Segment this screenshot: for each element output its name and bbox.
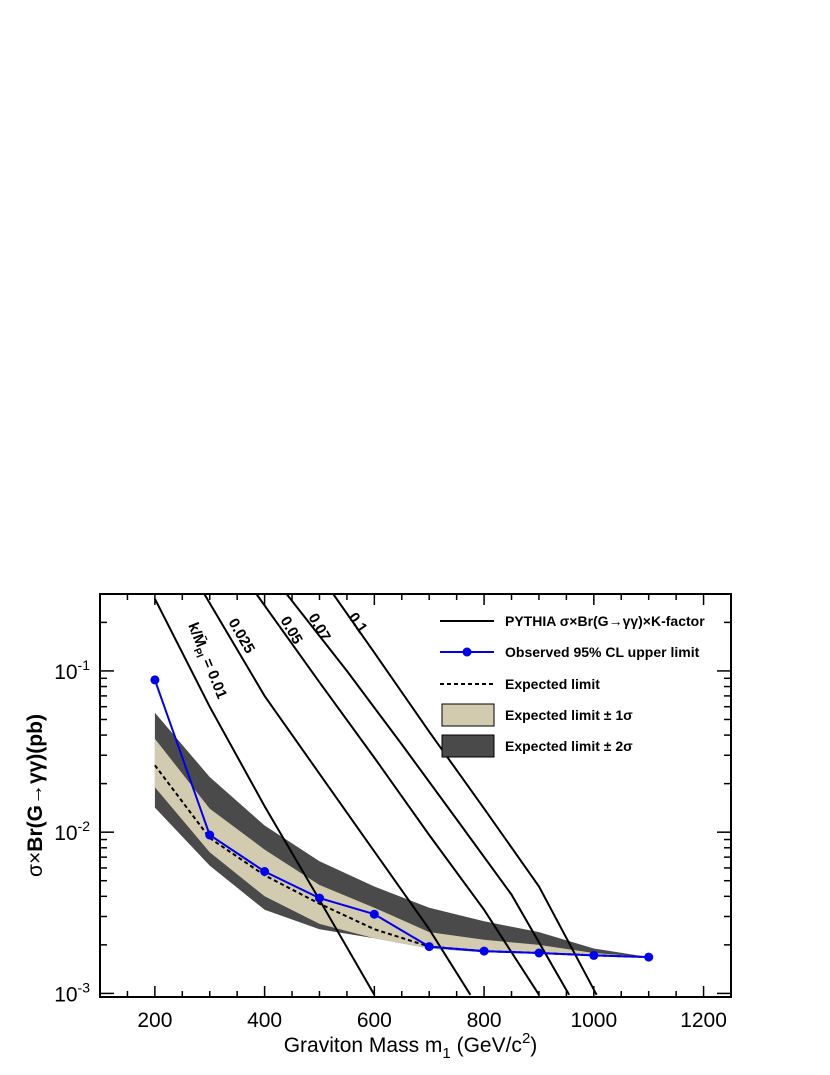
theory-curve-3 bbox=[285, 594, 570, 996]
plot-frame bbox=[99, 593, 732, 998]
x-tick-label: 800 bbox=[467, 1009, 502, 1032]
y-tick-label: 10-1 bbox=[54, 657, 90, 684]
theory-curve-2 bbox=[255, 594, 540, 996]
curve-label-4: 0.1 bbox=[345, 610, 371, 637]
observed-point bbox=[315, 893, 324, 903]
observed-point bbox=[479, 946, 489, 956]
limit-lines bbox=[150, 675, 654, 962]
legend-swatch-band1 bbox=[441, 703, 495, 727]
legend: PYTHIA σ×Br(G→γγ)×K-factor Observed 95% C… bbox=[440, 613, 705, 758]
legend-label: Observed 95% CL upper limit bbox=[505, 644, 700, 660]
theory-curve-0 bbox=[154, 598, 376, 996]
curve-label-3: 0.07 bbox=[305, 611, 334, 645]
observed-point bbox=[369, 909, 379, 919]
legend-label: Expected limit ± 1σ bbox=[505, 707, 633, 723]
legend-marker-observed bbox=[462, 647, 472, 657]
observed-point bbox=[589, 950, 599, 960]
theory-curves bbox=[154, 594, 598, 996]
x-tick-label: 200 bbox=[137, 1009, 172, 1032]
observed-point bbox=[534, 948, 544, 958]
legend-swatch-band2 bbox=[441, 734, 495, 758]
observed-point bbox=[205, 830, 215, 840]
x-tick-label: 600 bbox=[357, 1009, 392, 1032]
theory-curve-4 bbox=[332, 594, 598, 996]
legend-label: Expected limit bbox=[505, 676, 600, 692]
observed-point bbox=[644, 952, 654, 962]
theory-curve-1 bbox=[203, 594, 472, 996]
legend-label: PYTHIA σ×Br(G→γγ)×K-factor bbox=[505, 613, 705, 629]
x-tick-label: 1200 bbox=[680, 1009, 727, 1032]
y-axis-title: σ×Br(G→γγ)(pb) bbox=[24, 714, 47, 877]
legend-label: Expected limit ± 2σ bbox=[505, 738, 633, 754]
curve-label-0: k/M̄Pl = 0.01 bbox=[182, 620, 232, 703]
band-1sigma bbox=[154, 738, 649, 958]
axes: 200 400 600 800 1000 1200 10-3 10-2 10-1 Graviton… bbox=[24, 593, 732, 1062]
uncertainty-bands bbox=[154, 712, 649, 958]
curve-labels: k/M̄Pl = 0.010.025 0.050.07 0.1 bbox=[182, 610, 371, 703]
observed-point bbox=[260, 867, 270, 876]
observed-point bbox=[150, 675, 160, 685]
x-axis-title: Graviton Mass m1 (GeV/c2) bbox=[284, 1030, 538, 1062]
x-tick-label: 1000 bbox=[570, 1009, 617, 1032]
curve-label-2: 0.05 bbox=[277, 614, 306, 648]
x-tick-label: 400 bbox=[247, 1009, 282, 1032]
expected-limit-line bbox=[154, 764, 649, 959]
y-tick-label: 10-3 bbox=[54, 979, 90, 1006]
observed-point bbox=[424, 942, 434, 952]
y-tick-label: 10-2 bbox=[54, 818, 90, 845]
observed-limit-line bbox=[153, 679, 649, 959]
